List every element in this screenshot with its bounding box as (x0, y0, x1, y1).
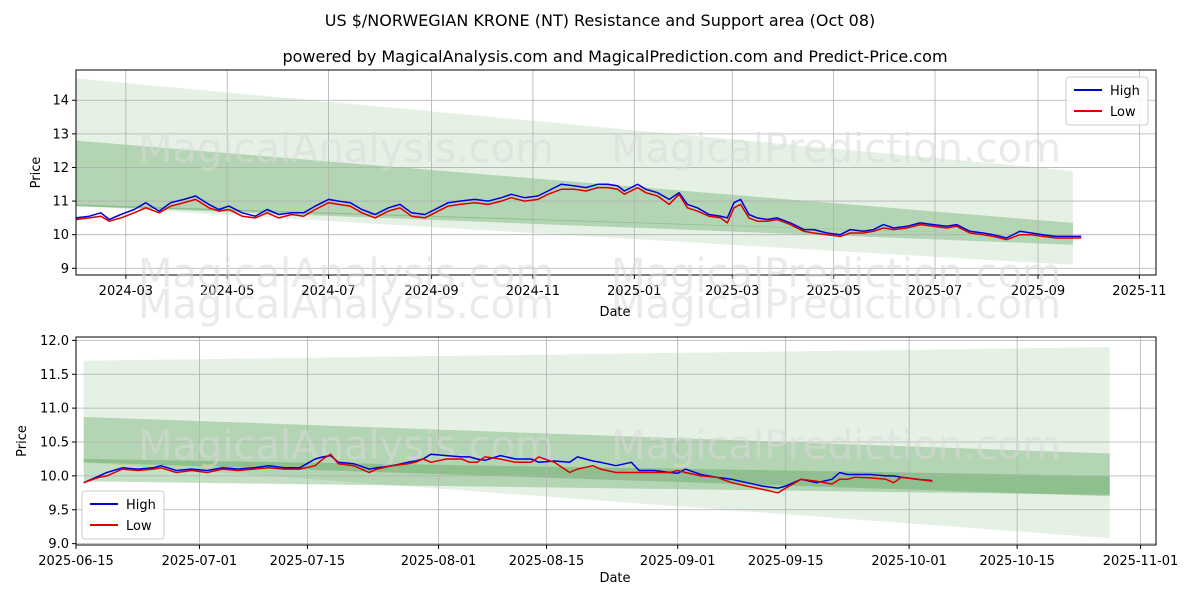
legend-label-high: High (126, 498, 156, 513)
y-tick-label: 14 (52, 94, 69, 109)
axes-frame (75, 69, 1157, 276)
x-tick-label: 2025-09-01 (640, 554, 716, 569)
watermark-text: MagicalAnalysis.com (138, 282, 554, 328)
y-tick-label: 13 (52, 127, 69, 142)
watermark-text: MagicalPrediction.com (611, 423, 1061, 469)
y-tick-label: 12 (52, 161, 69, 176)
x-axis-label: Date (599, 305, 630, 320)
band-middle (83, 416, 1110, 497)
y-tick-label: 9.5 (48, 503, 69, 518)
x-tick-label: 2025-03 (705, 284, 759, 299)
x-axis-label: Date (599, 571, 630, 586)
x-tick-label: 2025-10-15 (979, 554, 1055, 569)
x-tick-label: 2025-09-15 (748, 554, 824, 569)
x-tick-label: 2025-01 (607, 284, 661, 299)
band-outer (76, 78, 1073, 265)
axes-frame (75, 336, 1157, 546)
x-tick-label: 2025-07 (908, 284, 962, 299)
y-tick-label: 9 (61, 262, 69, 277)
watermark-text: MagicalPrediction.com (611, 126, 1061, 172)
series-line-low (83, 453, 933, 494)
band-outer (83, 347, 1110, 539)
watermark-text: MagicalAnalysis.com (138, 126, 554, 172)
x-tick-label: 2025-09 (1011, 284, 1065, 299)
band-inner (76, 204, 1073, 237)
legend-label-low: Low (1110, 105, 1136, 120)
band-middle (76, 140, 1073, 245)
y-tick-label: 10.5 (40, 436, 69, 451)
y-tick-label: 11.5 (40, 368, 69, 383)
x-tick-label: 2025-06-15 (38, 554, 114, 569)
x-tick-label: 2025-05 (806, 284, 860, 299)
y-tick-label: 10 (52, 228, 69, 243)
y-tick-label: 9.0 (48, 537, 69, 552)
x-tick-label: 2025-11-01 (1103, 554, 1179, 569)
y-tick-label: 12.0 (40, 334, 69, 349)
y-tick-label: 11 (52, 195, 69, 210)
series-line-low (75, 186, 1082, 241)
series-line-high (75, 183, 1082, 239)
x-tick-label: 2024-05 (200, 284, 254, 299)
x-tick-label: 2025-07-01 (162, 554, 238, 569)
y-axis-label: Price (15, 425, 30, 457)
bottom-chart-panel: MagicalAnalysis.com MagicalPrediction.com… (15, 251, 1178, 586)
x-tick-label: 2024-09 (404, 284, 458, 299)
x-tick-label: 2024-03 (99, 284, 153, 299)
x-tick-label: 2025-07-15 (270, 554, 346, 569)
legend: High Low (81, 490, 165, 540)
watermark-text: MagicalPrediction.com (611, 251, 1061, 297)
x-tick-label: 2025-11 (1112, 284, 1166, 299)
watermark-text: MagicalPrediction.com (611, 282, 1061, 328)
y-tick-label: 11.0 (40, 402, 69, 417)
y-tick-label: 10.0 (40, 469, 69, 484)
x-tick-label: 2024-11 (506, 284, 560, 299)
chart-subtitle: powered by MagicalAnalysis.com and Magic… (282, 47, 947, 66)
x-tick-label: 2024-07 (301, 284, 355, 299)
legend-label-high: High (1110, 84, 1140, 99)
top-chart-panel: MagicalAnalysis.com MagicalPrediction.com… (29, 69, 1167, 328)
legend-label-low: Low (126, 519, 152, 534)
chart-title: US $/NORWEGIAN KRONE (NT) Resistance and… (325, 11, 875, 30)
legend: High Low (1065, 76, 1149, 126)
x-tick-label: 2025-08-15 (509, 554, 585, 569)
x-tick-label: 2025-10-01 (871, 554, 947, 569)
watermark-text: MagicalAnalysis.com (138, 423, 554, 469)
x-tick-label: 2025-08-01 (401, 554, 477, 569)
band-inner (83, 458, 1110, 495)
y-axis-label: Price (29, 157, 44, 189)
watermark-text: MagicalAnalysis.com (138, 251, 554, 297)
